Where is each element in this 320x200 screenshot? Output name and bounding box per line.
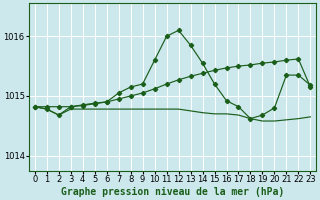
X-axis label: Graphe pression niveau de la mer (hPa): Graphe pression niveau de la mer (hPa)	[61, 186, 284, 197]
